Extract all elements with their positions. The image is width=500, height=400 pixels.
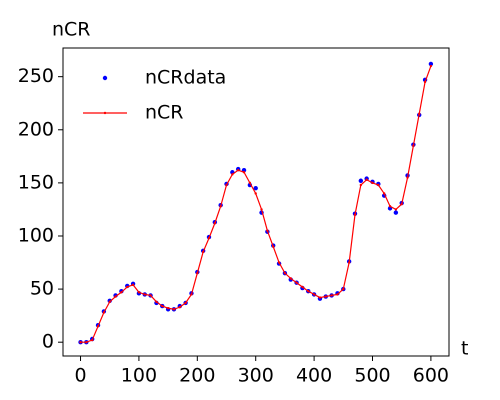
y-tick-label: 50 bbox=[30, 278, 54, 300]
line-marker bbox=[330, 294, 333, 297]
data-point bbox=[358, 178, 364, 183]
line-marker bbox=[318, 296, 322, 299]
line-marker bbox=[295, 281, 298, 284]
line-marker bbox=[277, 261, 281, 264]
line-marker bbox=[108, 300, 111, 304]
line-marker bbox=[143, 293, 146, 296]
line-marker bbox=[248, 181, 252, 185]
line-marker bbox=[371, 181, 374, 185]
plot-frame bbox=[62, 47, 450, 357]
line-marker bbox=[172, 308, 176, 311]
line-marker bbox=[406, 176, 409, 179]
line-marker bbox=[207, 236, 211, 240]
line-marker bbox=[342, 287, 345, 291]
line-marker bbox=[423, 80, 427, 84]
line-marker bbox=[388, 205, 392, 208]
line-marker bbox=[161, 304, 164, 308]
line-marker bbox=[79, 340, 82, 344]
y-tick-label: 150 bbox=[18, 171, 54, 193]
line-marker bbox=[137, 291, 141, 294]
line-marker bbox=[382, 192, 386, 195]
x-tick-label: 100 bbox=[121, 365, 157, 387]
line-marker bbox=[231, 173, 234, 176]
line-marker bbox=[213, 222, 217, 225]
y-tick-label: 0 bbox=[42, 331, 54, 353]
legend-swatch bbox=[103, 111, 107, 115]
line-marker bbox=[190, 293, 193, 296]
x-tick-label: 0 bbox=[74, 365, 86, 387]
x-tick-label: 300 bbox=[238, 365, 274, 387]
legend-label: nCRdata bbox=[145, 67, 226, 89]
line-marker bbox=[312, 293, 316, 296]
line-marker bbox=[85, 340, 88, 344]
x-tick-label: 200 bbox=[179, 365, 215, 387]
series-line bbox=[80, 65, 432, 343]
y-axis-label: nCR bbox=[52, 19, 91, 41]
data-point bbox=[253, 185, 258, 191]
line-marker bbox=[254, 192, 257, 195]
line-marker bbox=[131, 283, 135, 287]
line-marker bbox=[418, 112, 421, 116]
line-marker bbox=[149, 294, 152, 297]
line-marker bbox=[272, 245, 275, 248]
legend-swatch bbox=[102, 75, 108, 81]
line-marker bbox=[289, 277, 292, 280]
legend-label: nCR bbox=[145, 102, 184, 124]
line-marker bbox=[353, 213, 357, 216]
y-tick-label: 200 bbox=[18, 118, 54, 140]
line-marker bbox=[201, 250, 205, 254]
y-tick-label: 250 bbox=[18, 65, 54, 87]
line-marker bbox=[359, 183, 363, 187]
data-point bbox=[428, 61, 434, 67]
line-marker bbox=[394, 208, 398, 211]
x-tick-label: 500 bbox=[354, 365, 390, 387]
line-marker bbox=[260, 208, 263, 211]
line-marker bbox=[365, 178, 368, 181]
line-marker bbox=[102, 311, 106, 314]
line-marker bbox=[307, 290, 310, 293]
line-marker bbox=[219, 205, 222, 208]
line-marker bbox=[336, 293, 339, 296]
line-marker bbox=[301, 285, 304, 289]
line-marker bbox=[166, 307, 170, 310]
data-point bbox=[393, 210, 399, 215]
y-tick-label: 100 bbox=[18, 224, 54, 246]
x-tick-label: 600 bbox=[413, 365, 449, 387]
line-marker bbox=[225, 183, 228, 187]
line-marker bbox=[324, 295, 327, 298]
line-marker bbox=[196, 271, 199, 275]
line-marker bbox=[114, 295, 117, 298]
line-marker bbox=[283, 271, 287, 275]
line-marker bbox=[126, 285, 129, 289]
line-marker bbox=[429, 64, 433, 68]
line-marker bbox=[90, 338, 94, 342]
line-marker bbox=[96, 325, 100, 328]
line-marker bbox=[377, 183, 380, 187]
x-tick-label: 400 bbox=[296, 365, 332, 387]
line-marker bbox=[242, 171, 246, 174]
line-marker bbox=[266, 229, 269, 232]
line-marker bbox=[178, 305, 181, 309]
line-marker bbox=[184, 301, 187, 305]
line-marker bbox=[347, 261, 351, 264]
x-axis-label: t bbox=[461, 338, 468, 360]
line-marker bbox=[120, 291, 123, 294]
line-marker bbox=[236, 168, 240, 172]
line-marker bbox=[412, 144, 415, 147]
line-marker bbox=[400, 202, 403, 206]
line-marker bbox=[155, 300, 158, 304]
